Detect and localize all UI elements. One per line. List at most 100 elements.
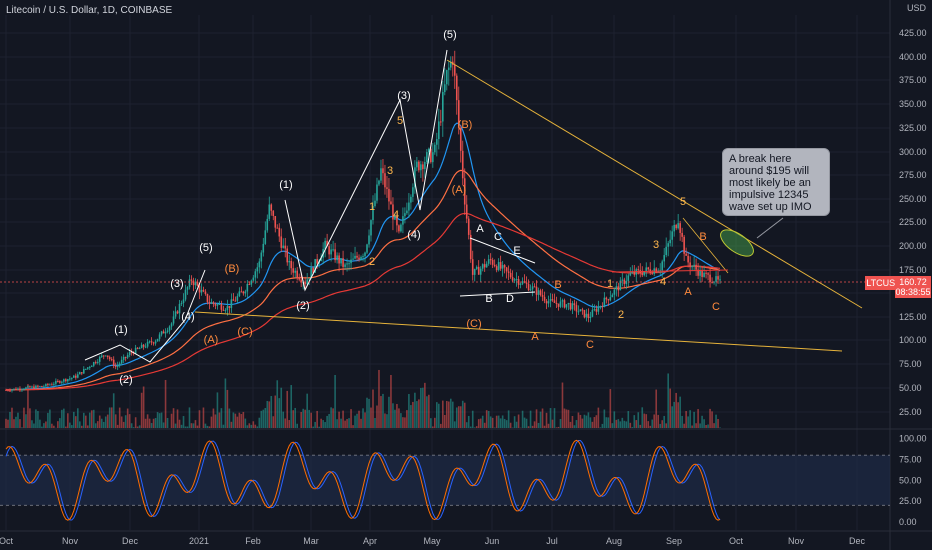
volume-bar [402,417,404,428]
volume-bar [635,420,638,428]
candle-body [447,67,450,71]
candle-body [382,168,384,174]
volume-bar [47,412,49,428]
candle-body [148,341,151,343]
candle-body [200,289,203,293]
price-tick-label: 50.00 [899,383,922,393]
volume-bar [667,373,669,428]
volume-bar [114,414,117,428]
osc-tick-label: 0.00 [899,517,917,527]
candle-body [549,299,552,302]
volume-bar [685,411,687,428]
candle-body [214,303,217,306]
candle-body [324,240,326,249]
volume-bar [438,403,440,428]
volume-bar [485,410,488,428]
candle-body [77,374,79,378]
volume-bar [186,426,189,428]
volume-bar [469,426,472,428]
candle-body [599,306,602,308]
candle-body [527,283,530,291]
candle-body [424,161,426,170]
candle-body [370,220,372,236]
volume-bar [599,427,602,428]
candle-body [392,204,394,220]
wave-label: 2 [369,256,375,268]
volume-bar [92,409,95,428]
candle-body [108,357,111,360]
volume-bar [53,425,55,428]
candle-body [605,297,608,300]
wave-label: 4 [660,276,666,288]
note-pointer [756,217,784,239]
volume-bar [453,421,456,428]
time-tick-label: Dec [122,536,139,546]
candle-body [340,258,342,264]
time-tick-label: Jun [485,536,500,546]
volume-bar [86,425,89,428]
candle-body [533,286,536,288]
candle-body [591,309,594,317]
volume-bar [342,410,344,428]
volume-bar [282,411,285,428]
candle-body [298,277,300,280]
volume-bar [290,385,293,428]
candle-body [210,302,213,304]
volume-bar [360,418,362,428]
volume-bar [292,410,295,428]
time-tick-label: Oct [729,536,744,546]
candle-body [166,330,169,332]
support-trendline [194,311,843,352]
candle-body [384,173,386,188]
volume-bar [82,412,85,428]
volume-bar [216,392,219,428]
candle-body [162,331,165,334]
candle-body [86,367,89,369]
volume-bar [25,414,27,428]
volume-bar [617,419,620,428]
volume-bar [188,407,191,428]
volume-bars [5,369,721,428]
candle-body [240,291,243,293]
volume-bar [707,424,709,428]
ma-mid-line [6,169,721,391]
volume-bar [539,411,542,428]
stoch-band [0,455,890,506]
candle-body [715,276,717,282]
currency-badge[interactable]: USD [906,3,926,13]
wave-label: B [699,231,706,243]
volume-bar [513,416,516,428]
candle-body [414,167,416,188]
candle-body [509,272,512,278]
candle-body [238,291,241,297]
volume-bar [396,403,398,428]
volume-bar [220,408,223,428]
candle-body [362,256,364,258]
volume-bar [326,415,328,428]
candle-body [152,342,155,344]
wave-path-1 [84,269,206,363]
wave-label: (4) [407,229,420,241]
candle-body [573,303,576,306]
volume-bar [649,425,652,428]
volume-bar [124,415,127,428]
volume-bar [314,421,316,428]
candle-body [565,304,568,308]
candle-body [204,291,207,295]
volume-bar [675,392,677,428]
candle-body [617,286,620,291]
candle-body [449,61,452,68]
candle-body [465,204,468,219]
volume-bar [57,421,59,428]
volume-bar [33,423,35,428]
candle-body [619,280,622,291]
wave-label: (2) [296,300,309,312]
volume-bar [681,415,683,428]
volume-bar [545,412,548,428]
volume-bar [394,409,396,428]
candle-body [477,266,480,275]
candle-body [80,372,83,374]
volume-bar [715,414,717,428]
volume-bar [611,423,614,428]
